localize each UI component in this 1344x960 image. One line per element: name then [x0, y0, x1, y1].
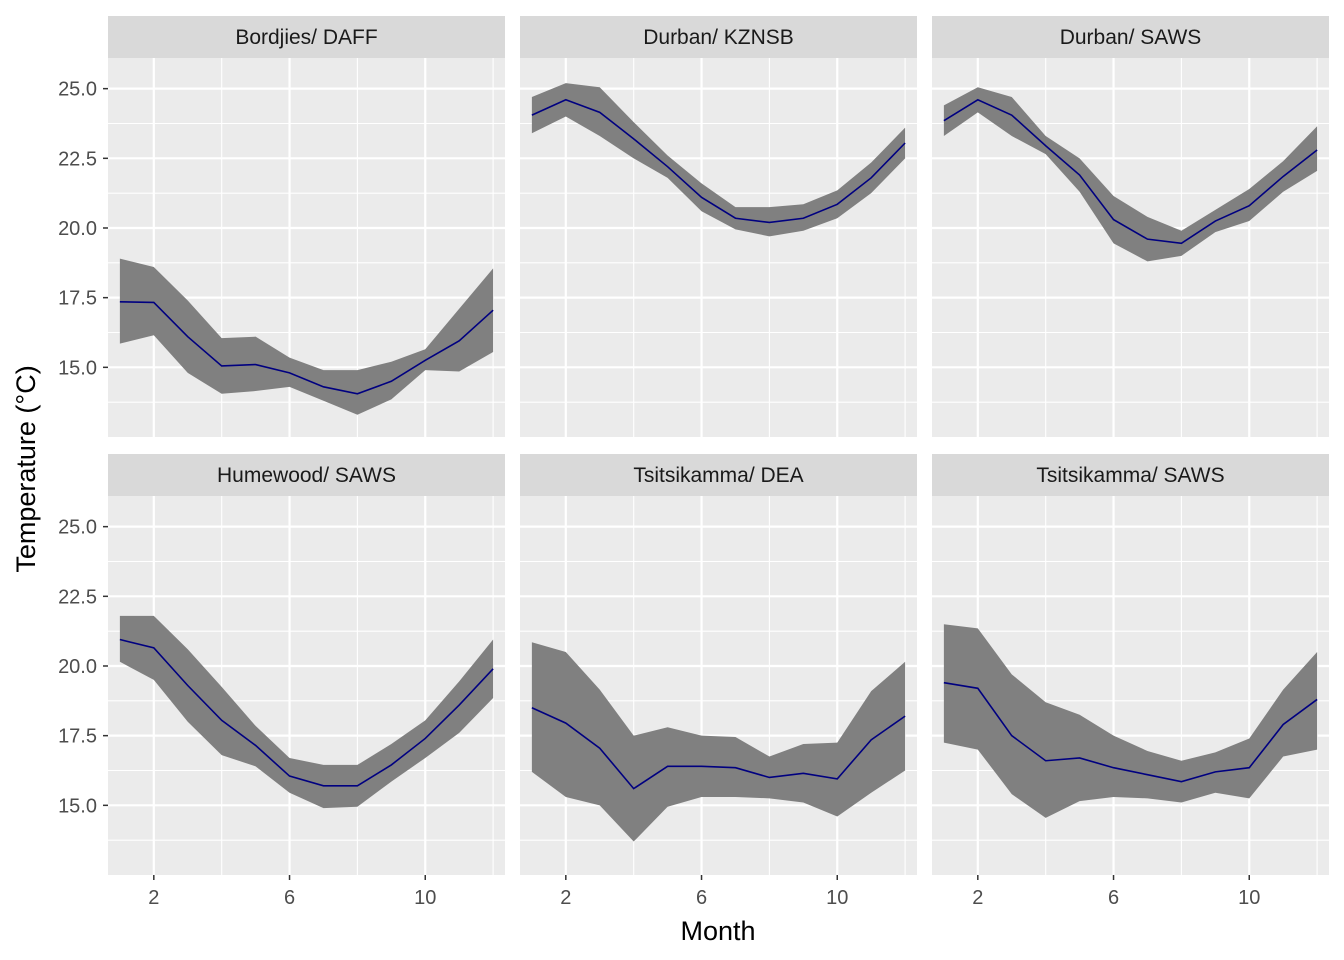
x-tick-label: 2: [560, 887, 571, 909]
facet-strip: [932, 16, 1329, 58]
facet-strip: [108, 454, 505, 496]
y-tick-label: 17.5: [58, 726, 97, 748]
x-tick-label: 2: [148, 887, 159, 909]
y-tick-label: 20.0: [58, 656, 97, 678]
facet-strip: [932, 454, 1329, 496]
mean-line: [943, 681, 1318, 783]
facet-strip-label: Durban/ SAWS: [1060, 26, 1202, 49]
facet-panel: Durban/ SAWS: [932, 16, 1329, 437]
confidence-ribbon: [531, 642, 906, 842]
x-tick-label: 2: [972, 887, 983, 909]
y-tick-label: 25.0: [58, 79, 97, 101]
y-tick-label: 22.5: [58, 148, 97, 170]
confidence-ribbon: [531, 83, 906, 237]
facet-panel: Humewood/ SAWS: [108, 454, 505, 875]
y-tick-label: 15.0: [58, 795, 97, 817]
mean-line: [531, 707, 906, 790]
mean-line: [119, 638, 494, 787]
confidence-ribbon: [943, 624, 1318, 818]
x-tick-label: 6: [284, 887, 295, 909]
x-axis-title: Month: [680, 916, 755, 946]
facet-panel: Durban/ KZNSB: [520, 16, 917, 437]
y-tick-label: 25.0: [58, 517, 97, 539]
facet-strip: [108, 16, 505, 58]
facet-panel: Bordjies/ DAFF: [108, 16, 505, 437]
panels-layer: Bordjies/ DAFF Durban/ KZNSB Durban/ SAWS H…: [108, 16, 1329, 875]
facet-strip-label: Durban/ KZNSB: [643, 26, 794, 49]
facet-panel: Tsitsikamma/ DEA: [520, 454, 917, 875]
x-tick-label: 6: [696, 887, 707, 909]
facet-strip-label: Humewood/ SAWS: [217, 464, 396, 487]
facet-strip-label: Bordjies/ DAFF: [235, 26, 377, 49]
y-tick-label: 17.5: [58, 288, 97, 310]
facet-strip-label: Tsitsikamma/ DEA: [633, 464, 803, 487]
facet-strip: [520, 16, 917, 58]
axes-layer: 15.0 17.5 20.0 22.5 25.0 15.0 17.5 20.0 22.5 25.0…: [58, 79, 1260, 909]
y-tick-label: 15.0: [58, 357, 97, 379]
facet-panel: Tsitsikamma/ SAWS: [932, 454, 1329, 875]
x-tick-label: 10: [826, 887, 848, 909]
x-tick-label: 10: [1238, 887, 1260, 909]
y-tick-label: 22.5: [58, 586, 97, 608]
mean-line: [531, 98, 906, 224]
x-tick-label: 10: [414, 887, 436, 909]
facet-strip: [520, 454, 917, 496]
mean-line: [943, 98, 1318, 245]
y-axis-title: Temperature (°C): [11, 365, 41, 572]
confidence-ribbon: [119, 615, 494, 809]
mean-line: [119, 301, 494, 395]
x-tick-label: 6: [1108, 887, 1119, 909]
y-tick-label: 20.0: [58, 218, 97, 240]
facet-strip-label: Tsitsikamma/ SAWS: [1036, 464, 1224, 487]
